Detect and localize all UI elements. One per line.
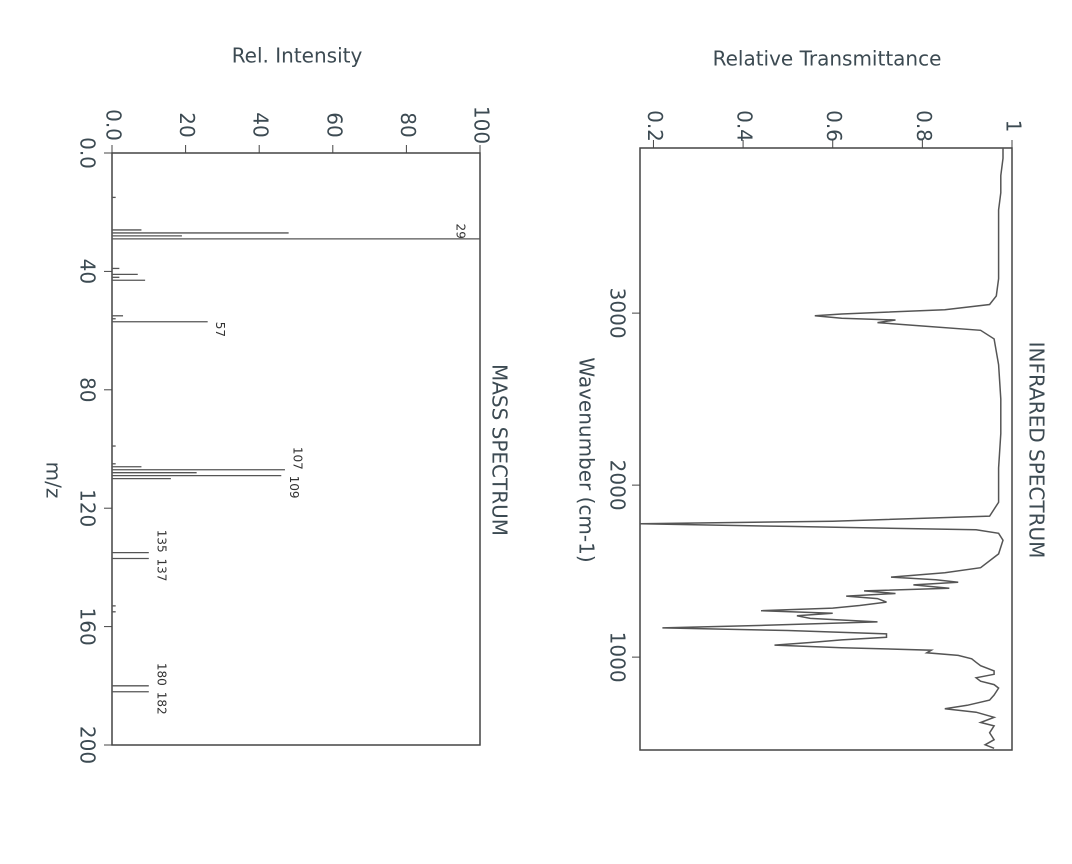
x-tick-label: 2000 (606, 460, 630, 511)
peak-label: 180 (154, 663, 168, 686)
mass-ylabel: Rel. Intensity (232, 44, 363, 68)
ir-frame (639, 147, 1013, 751)
x-tick-label: 160 (76, 608, 100, 646)
x-tick-label: 1000 (606, 632, 630, 683)
x-tick-label: 40 (76, 259, 100, 284)
y-tick-label: 20 (175, 112, 199, 137)
y-tick-label: 1 (1002, 120, 1026, 133)
spectrum-line (639, 148, 1004, 749)
ir-title: INFRARED SPECTRUM (1025, 342, 1049, 559)
peak-label: 182 (154, 692, 168, 715)
y-tick-label: 0.2 (643, 110, 667, 142)
y-tick-label: 0.8 (912, 110, 936, 142)
ir-xlabel: Wavenumber (cm-1) (575, 357, 599, 562)
x-tick-label: 0.0 (76, 137, 100, 169)
x-tick-label: 200 (76, 726, 100, 764)
mass-title: MASS SPECTRUM (488, 364, 512, 536)
ir-ylabel: Relative Transmittance (713, 47, 942, 71)
peak-label: 107 (290, 447, 304, 470)
y-tick-label: 0.4 (733, 110, 757, 142)
x-tick-label: 3000 (606, 288, 630, 339)
y-tick-label: 100 (470, 106, 494, 144)
y-tick-label: 0.0 (102, 109, 126, 141)
peak-label: 57 (213, 322, 227, 337)
peak-label: 29 (454, 224, 468, 239)
x-tick-label: 120 (76, 489, 100, 527)
y-tick-label: 80 (396, 112, 420, 137)
peak-label: 109 (287, 476, 301, 499)
mass-frame (111, 152, 481, 746)
peak-label: 137 (154, 559, 168, 582)
peak-label: 135 (154, 530, 168, 553)
y-tick-label: 0.6 (822, 110, 846, 142)
y-tick-label: 40 (249, 112, 273, 137)
mass-xlabel: m/z (42, 462, 66, 499)
x-tick-label: 80 (76, 377, 100, 402)
y-tick-label: 60 (322, 112, 346, 137)
